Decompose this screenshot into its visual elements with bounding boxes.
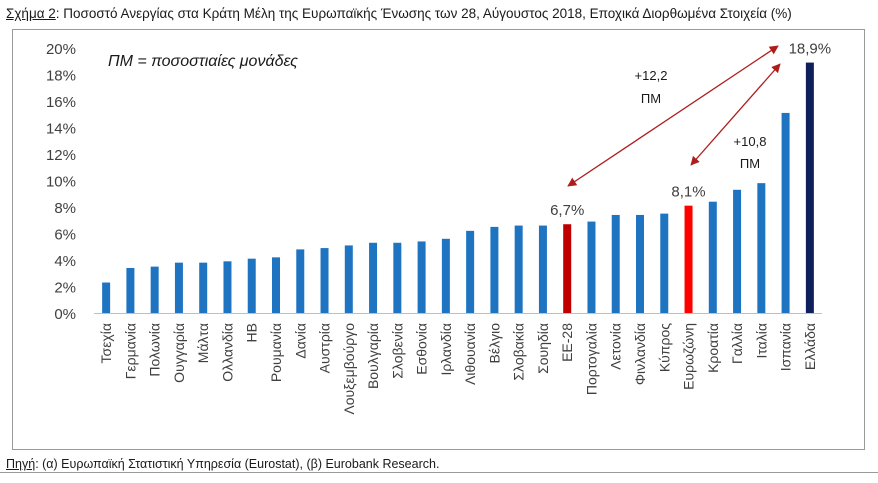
y-axis: 0% 2% 4% 6% 8% 10% 12% 14% 16% 18% 20%	[46, 41, 76, 323]
y-tick-label: 20%	[46, 41, 76, 58]
x-tick-label: Τσεχία	[98, 323, 114, 363]
bar	[320, 248, 329, 313]
y-tick-label: 6%	[54, 227, 76, 244]
bar-data-label: 18,9%	[789, 41, 832, 58]
x-tick-label: Ισπανία	[778, 323, 794, 371]
x-tick-label: Πολωνία	[147, 323, 163, 377]
bar	[708, 201, 717, 313]
bar	[684, 205, 693, 313]
bar	[272, 257, 280, 313]
bar	[247, 258, 256, 313]
bar	[490, 226, 499, 313]
x-tick-label: Σλοβενία	[389, 323, 405, 379]
x-tick-label: ΗΒ	[244, 323, 260, 342]
diff-eu28-line2: ΠΜ	[641, 91, 661, 106]
bar	[199, 262, 208, 313]
bar	[296, 249, 305, 313]
source-prefix: Πηγή	[6, 457, 36, 471]
x-tick-label: Λετονία	[608, 323, 624, 370]
x-tick-label: Γερμανία	[122, 323, 138, 379]
annotations: ΠΜ = ποσοστιαίες μονάδες +12,2 ΠΜ +10,8 …	[108, 45, 781, 187]
bar	[223, 261, 232, 313]
x-tick-label: Ρουμανία	[268, 323, 284, 382]
x-tick-label: Σουηδία	[535, 323, 551, 374]
bar	[417, 241, 426, 313]
source-note: Πηγή: (α) Ευρωπαϊκή Στατιστική Υπηρεσία …	[6, 457, 439, 471]
arrow-eurozone-to-greece	[690, 63, 781, 166]
bar	[369, 242, 378, 313]
x-tick-label: Κροατία	[705, 323, 721, 373]
bars	[102, 62, 814, 314]
figure-title-text: : Ποσοστό Ανεργίας στα Κράτη Μέλη της Ευ…	[55, 6, 792, 21]
note-annotation: ΠΜ = ποσοστιαίες μονάδες	[108, 53, 298, 70]
x-tick-label: Βουλγαρία	[365, 323, 381, 389]
bar	[660, 213, 669, 313]
diff-eu28-line1: +12,2	[635, 68, 668, 83]
x-tick-label: Ολλανδία	[219, 323, 235, 382]
x-tick-label: Ιταλία	[753, 323, 769, 359]
x-tick-label: Φινλανδία	[632, 323, 648, 385]
figure-title: Σχήμα 2: Ποσοστό Ανεργίας στα Κράτη Μέλη…	[6, 6, 792, 21]
data-labels: 6,7% 8,1% 18,9%	[550, 41, 831, 220]
bar	[805, 62, 814, 314]
y-tick-label: 4%	[54, 253, 76, 270]
bar	[757, 183, 766, 313]
x-tick-label: Λουξεμβούργο	[341, 323, 357, 415]
x-tick-label: Σλοβακία	[511, 323, 527, 381]
x-tick-label: Εσθονία	[414, 323, 430, 375]
bar	[733, 189, 742, 313]
bar	[563, 224, 572, 313]
y-tick-label: 2%	[54, 280, 76, 297]
y-tick-label: 10%	[46, 174, 76, 191]
diff-eurozone-line2: ΠΜ	[740, 156, 760, 171]
bar	[636, 214, 644, 313]
bar	[587, 221, 596, 313]
diff-eurozone-line1: +10,8	[734, 134, 767, 149]
bar	[781, 112, 790, 313]
bar	[344, 245, 353, 313]
bar	[441, 238, 450, 313]
x-tick-label: Ευρωζώνη	[681, 323, 697, 390]
x-tick-label: Κύπρος	[656, 323, 672, 372]
x-tick-label: Ουγγαρία	[171, 323, 187, 383]
x-tick-label: Πορτογαλία	[583, 323, 599, 395]
chart-frame	[12, 29, 865, 450]
x-axis: Τσεχία Γερμανία Πολωνία Ουγγαρία Μάλτα Ολλανδ…	[94, 313, 822, 415]
x-tick-label: Ιρλανδία	[438, 323, 454, 375]
x-tick-label: ΕΕ-28	[559, 323, 575, 362]
x-tick-label: Αυστρία	[317, 323, 333, 373]
bar	[126, 267, 135, 313]
y-tick-label: 8%	[54, 200, 76, 217]
bar	[514, 225, 523, 313]
y-tick-label: 14%	[46, 121, 76, 138]
bar	[102, 282, 111, 313]
x-tick-label: Ελλάδα	[802, 323, 818, 370]
x-tick-label: Μάλτα	[195, 323, 211, 363]
bar	[538, 225, 547, 313]
x-tick-label: Λιθουανία	[462, 323, 478, 385]
bar	[150, 266, 159, 313]
y-tick-label: 12%	[46, 147, 76, 164]
bar	[611, 214, 620, 313]
bar	[393, 242, 402, 313]
source-text: : (α) Ευρωπαϊκή Στατιστική Υπηρεσία (Eur…	[35, 457, 440, 471]
x-tick-label: Δανία	[292, 323, 308, 359]
y-tick-label: 16%	[46, 94, 76, 111]
y-tick-label: 0%	[54, 306, 76, 323]
figure-title-prefix: Σχήμα 2	[6, 6, 56, 21]
bar-data-label: 8,1%	[671, 184, 705, 201]
bottom-divider	[0, 472, 878, 473]
bar	[174, 262, 183, 313]
bar-data-label: 6,7%	[550, 202, 584, 219]
bar	[466, 230, 475, 313]
y-tick-label: 18%	[46, 68, 76, 85]
x-tick-label: Βέλγιο	[486, 323, 502, 364]
x-tick-label: Γαλλία	[729, 323, 745, 364]
